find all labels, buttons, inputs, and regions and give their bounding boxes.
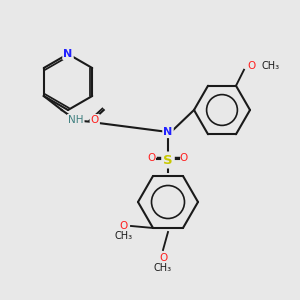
Text: O: O xyxy=(248,61,256,71)
Text: N: N xyxy=(63,49,73,59)
Text: CH₃: CH₃ xyxy=(115,231,133,241)
Text: NH: NH xyxy=(68,115,83,125)
Text: O: O xyxy=(159,253,167,263)
Text: O: O xyxy=(148,153,156,163)
Text: CH₃: CH₃ xyxy=(154,263,172,273)
Text: O: O xyxy=(91,115,99,125)
Text: O: O xyxy=(180,153,188,163)
Text: O: O xyxy=(120,221,128,231)
Text: S: S xyxy=(163,154,173,166)
Text: CH₃: CH₃ xyxy=(262,61,280,71)
Text: N: N xyxy=(164,127,172,137)
